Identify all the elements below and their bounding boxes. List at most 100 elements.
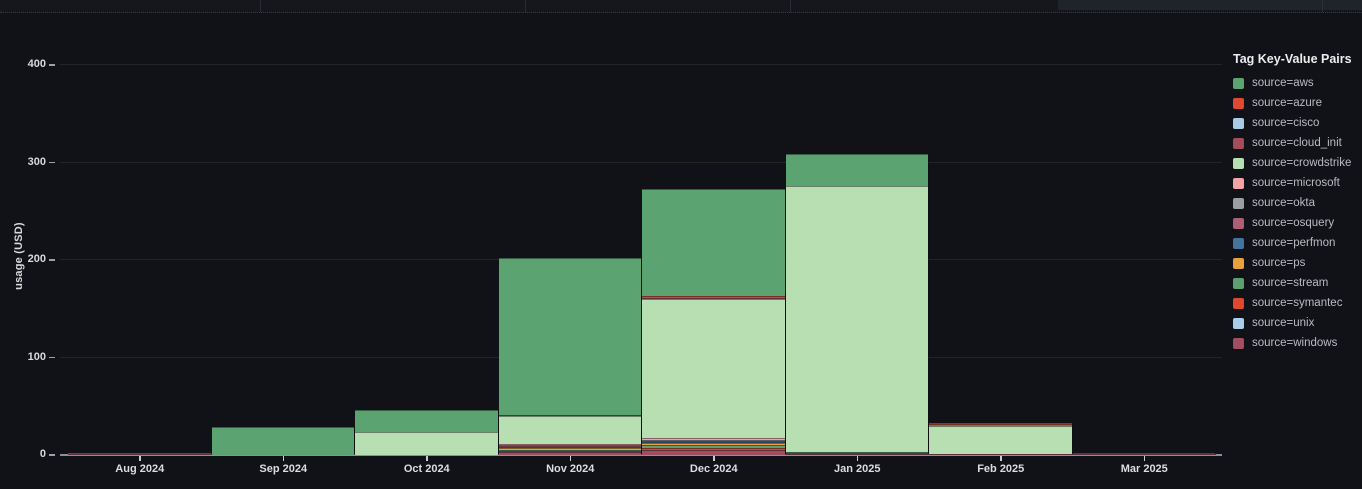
x-axis-label-oct-2024: Oct 2024: [403, 463, 450, 475]
bar-segment-perfmon[interactable]: [642, 442, 785, 444]
legend-item-label: source=unix: [1252, 317, 1315, 329]
x-axis-tick: [1000, 456, 1002, 461]
legend-item-label: source=windows: [1252, 337, 1338, 349]
bar-mar-2025[interactable]: [1072, 453, 1216, 455]
bar-segment-windows[interactable]: [1072, 454, 1215, 455]
x-axis-tick: [139, 456, 141, 461]
bar-aug-2024[interactable]: [68, 453, 212, 455]
legend-item-cisco[interactable]: source=cisco: [1233, 113, 1362, 133]
legend-swatch-icon: [1233, 257, 1244, 269]
bar-segment-azure[interactable]: [929, 424, 1072, 426]
bar-segment-cloud_init[interactable]: [642, 298, 785, 300]
bar-sep-2024[interactable]: [211, 426, 355, 455]
legend-item-symantec[interactable]: source=symantec: [1233, 293, 1362, 313]
legend-item-okta[interactable]: source=okta: [1233, 193, 1362, 213]
y-tick-dash: [49, 259, 55, 261]
bar-segment-windows[interactable]: [68, 454, 211, 455]
x-axis-label-dec-2024: Dec 2024: [689, 463, 738, 475]
legend-swatch-icon: [1233, 177, 1244, 189]
legend-item-azure[interactable]: source=azure: [1233, 93, 1362, 113]
bar-segment-aws[interactable]: [642, 189, 785, 297]
top-strip-divider: [790, 0, 791, 12]
legend-item-crowdstrike[interactable]: source=crowdstrike: [1233, 153, 1362, 173]
top-strip-divider: [260, 0, 261, 12]
bar-segment-perfmon[interactable]: [498, 447, 641, 449]
legend-item-aws[interactable]: source=aws: [1233, 73, 1362, 93]
bar-segment-windows[interactable]: [929, 454, 1072, 455]
bar-segment-ps[interactable]: [498, 448, 641, 450]
bar-jan-2025[interactable]: [785, 154, 929, 455]
bar-segment-stream[interactable]: [642, 444, 785, 448]
top-strip-divider: [1322, 0, 1323, 12]
legend-swatch-icon: [1233, 77, 1244, 89]
legend-item-cloud_init[interactable]: source=cloud_init: [1233, 133, 1362, 153]
x-axis-label-nov-2024: Nov 2024: [546, 463, 595, 475]
x-axis-label-jan-2025: Jan 2025: [834, 463, 881, 475]
bar-segment-crowdstrike[interactable]: [929, 425, 1072, 454]
bar-segment-ps[interactable]: [642, 443, 785, 445]
bar-segment-cisco[interactable]: [642, 297, 785, 299]
bar-segment-crowdstrike[interactable]: [785, 186, 928, 452]
bar-segment-cloud_init[interactable]: [498, 414, 641, 416]
legend-item-unix[interactable]: source=unix: [1233, 313, 1362, 333]
legend-swatch-icon: [1233, 157, 1244, 169]
legend-item-stream[interactable]: source=stream: [1233, 273, 1362, 293]
legend-item-osquery[interactable]: source=osquery: [1233, 213, 1362, 233]
plot-area[interactable]: [68, 154, 1216, 455]
bar-segment-crowdstrike[interactable]: [355, 431, 498, 455]
bar-segment-aws[interactable]: [929, 423, 1072, 425]
bar-segment-okta[interactable]: [498, 445, 641, 447]
legend-item-label: source=crowdstrike: [1252, 157, 1352, 169]
bar-nov-2024[interactable]: [498, 257, 642, 455]
bar-segment-aws[interactable]: [498, 257, 641, 415]
legend-item-label: source=symantec: [1252, 297, 1343, 309]
bar-segment-aws[interactable]: [785, 154, 928, 187]
bar-segment-windows[interactable]: [642, 450, 785, 455]
usage-stacked-bar-chart: usage (USD) 0 100 200 300 400 Aug 2024 Sep 20…: [0, 13, 1362, 489]
bar-segment-crowdstrike[interactable]: [498, 415, 641, 445]
bar-segment-osquery[interactable]: [498, 446, 641, 448]
legend-item-label: source=azure: [1252, 97, 1322, 109]
bar-dec-2024[interactable]: [642, 189, 786, 455]
bar-segment-aws[interactable]: [355, 410, 498, 432]
legend-item-perfmon[interactable]: source=perfmon: [1233, 233, 1362, 253]
bar-segment-windows[interactable]: [785, 453, 928, 455]
legend-swatch-icon: [1233, 217, 1244, 229]
y-axis-tick-300: 300: [0, 155, 60, 169]
bar-segment-symantec[interactable]: [498, 451, 641, 453]
legend-item-label: source=aws: [1252, 77, 1314, 89]
bar-segment-crowdstrike[interactable]: [642, 299, 785, 438]
bar-segment-osquery[interactable]: [642, 440, 785, 443]
top-strip-highlight: [1058, 0, 1362, 10]
bar-segment-unix[interactable]: [642, 449, 785, 451]
bar-segment-aws[interactable]: [68, 453, 211, 454]
legend-swatch-icon: [1233, 277, 1244, 289]
bar-segment-symantec[interactable]: [785, 452, 928, 454]
y-axis-tick-0: 0: [0, 447, 60, 461]
bar-segment-symantec[interactable]: [1072, 453, 1215, 454]
bar-segment-symantec[interactable]: [642, 447, 785, 450]
legend-item-microsoft[interactable]: source=microsoft: [1233, 173, 1362, 193]
legend-item-label: source=osquery: [1252, 217, 1335, 229]
bar-segment-stream[interactable]: [785, 451, 928, 453]
bar-segment-okta[interactable]: [642, 439, 785, 441]
bar-segment-aws[interactable]: [211, 426, 354, 455]
legend-item-windows[interactable]: source=windows: [1233, 333, 1362, 353]
bar-segment-microsoft[interactable]: [642, 437, 785, 440]
bar-segment-microsoft[interactable]: [498, 444, 641, 446]
x-axis-tick: [713, 456, 715, 461]
bar-segment-stream[interactable]: [498, 449, 641, 452]
x-axis-label-mar-2025: Mar 2025: [1120, 463, 1168, 475]
bar-feb-2025[interactable]: [929, 423, 1073, 455]
legend-item-ps[interactable]: source=ps: [1233, 253, 1362, 273]
legend-swatch-icon: [1233, 197, 1244, 209]
top-panel-edge: [0, 0, 1362, 13]
bar-oct-2024[interactable]: [355, 410, 499, 455]
y-axis-tick-100: 100: [0, 350, 60, 364]
legend-swatch-icon: [1233, 317, 1244, 329]
gridline: [60, 356, 1222, 358]
y-tick-dash: [49, 161, 55, 163]
bar-segment-azure[interactable]: [642, 296, 785, 298]
bar-segment-windows[interactable]: [498, 452, 641, 455]
gridline: [60, 64, 1222, 65]
